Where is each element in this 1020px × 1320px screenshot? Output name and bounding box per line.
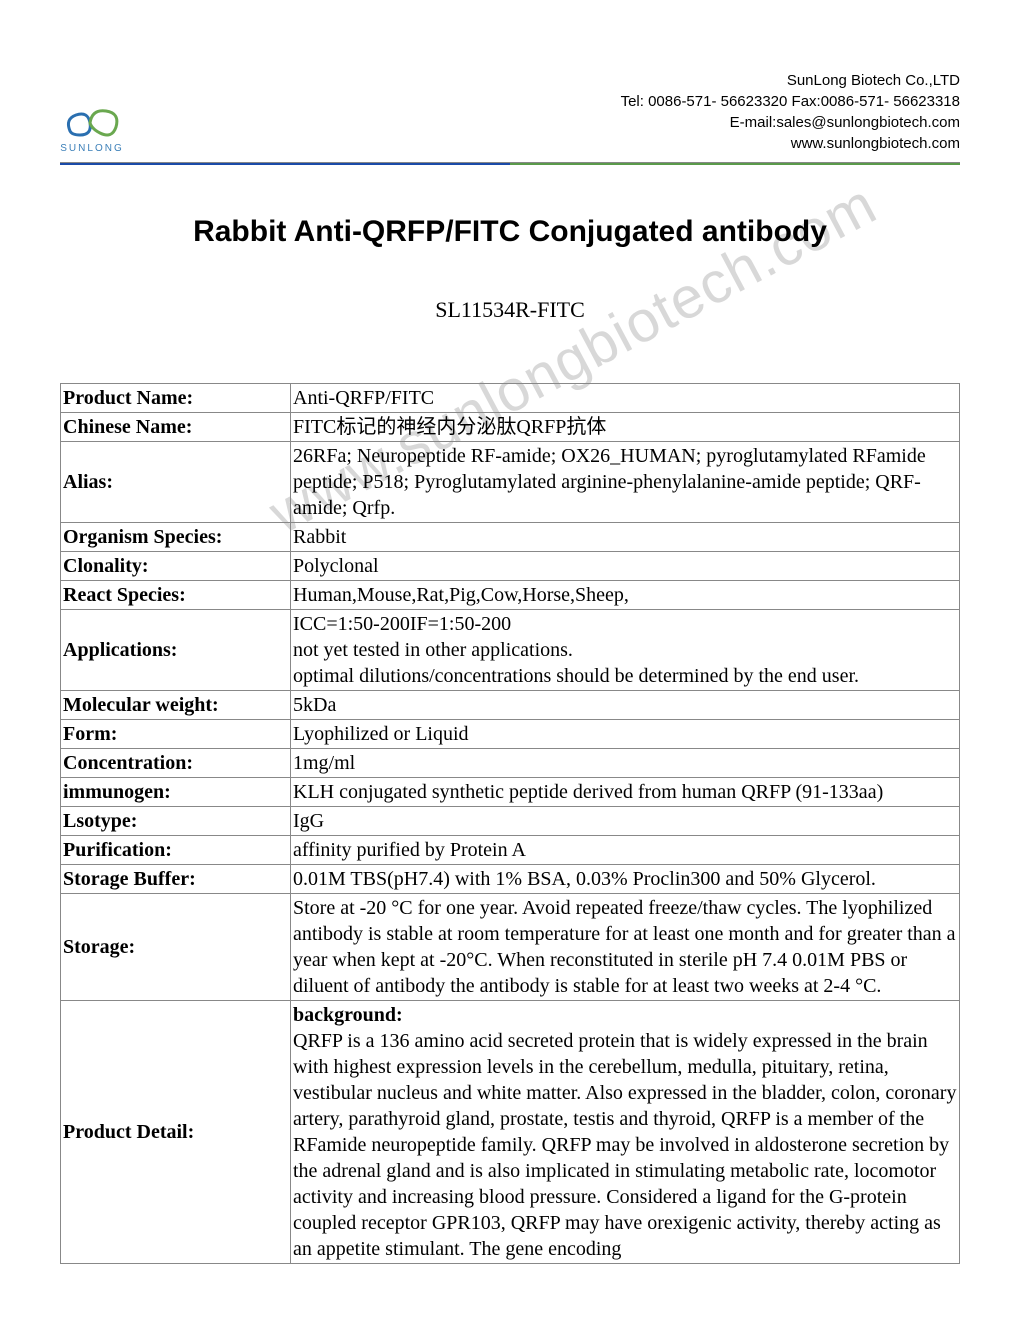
spec-value-line: 26RFa; Neuropeptide RF-amide; OX26_HUMAN…: [293, 445, 926, 519]
spec-value-line: ICC=1:50-200IF=1:50-200: [293, 613, 511, 635]
spec-value: 0.01M TBS(pH7.4) with 1% BSA, 0.03% Proc…: [291, 865, 960, 894]
spec-value: affinity purified by Protein A: [291, 836, 960, 865]
spec-value: Human,Mouse,Rat,Pig,Cow,Horse,Sheep,: [291, 581, 960, 610]
spec-label: Chinese Name:: [61, 413, 291, 442]
logo-label: SUNLONG: [60, 143, 123, 154]
spec-value-line: FITC标记的神经内分泌肽QRFP抗体: [293, 416, 606, 438]
spec-value-line: optimal dilutions/concentrations should …: [293, 665, 859, 687]
spec-value: IgG: [291, 807, 960, 836]
spec-value-line: not yet tested in other applications.: [293, 639, 573, 661]
spec-label: immunogen:: [61, 778, 291, 807]
spec-value-line: Store at -20 °C for one year. Avoid repe…: [293, 897, 956, 997]
spec-value: Store at -20 °C for one year. Avoid repe…: [291, 894, 960, 1001]
spec-value-line: Human,Mouse,Rat,Pig,Cow,Horse,Sheep,: [293, 584, 629, 606]
logo-icon: [60, 101, 124, 141]
spec-label: Storage Buffer:: [61, 865, 291, 894]
spec-value-line: Lyophilized or Liquid: [293, 723, 469, 745]
spec-label: Form:: [61, 720, 291, 749]
spec-value: Anti-QRFP/FITC: [291, 384, 960, 413]
spec-label: Concentration:: [61, 749, 291, 778]
spec-value: 5kDa: [291, 691, 960, 720]
table-row: Concentration:1mg/ml: [61, 749, 960, 778]
company-email: E-mail:sales@sunlongbiotech.com: [621, 112, 960, 133]
spec-label: React Species:: [61, 581, 291, 610]
spec-value: Lyophilized or Liquid: [291, 720, 960, 749]
table-row: Storage Buffer:0.01M TBS(pH7.4) with 1% …: [61, 865, 960, 894]
table-row: Molecular weight:5kDa: [61, 691, 960, 720]
spec-label: Organism Species:: [61, 523, 291, 552]
table-row: Clonality:Polyclonal: [61, 552, 960, 581]
page-content: SUNLONG SunLong Biotech Co.,LTD Tel: 008…: [60, 70, 960, 1264]
product-code: SL11534R-FITC: [60, 297, 960, 323]
spec-label: Product Detail:: [61, 1001, 291, 1264]
table-row: Lsotype:IgG: [61, 807, 960, 836]
spec-value-line: QRFP is a 136 amino acid secreted protei…: [293, 1030, 956, 1260]
spec-label: Storage:: [61, 894, 291, 1001]
spec-value-line: IgG: [293, 810, 324, 832]
header-divider: [60, 162, 960, 165]
table-row: React Species:Human,Mouse,Rat,Pig,Cow,Ho…: [61, 581, 960, 610]
spec-label: Molecular weight:: [61, 691, 291, 720]
table-row: Applications:ICC=1:50-200IF=1:50-200 not …: [61, 610, 960, 691]
table-row: Product Name:Anti-QRFP/FITC: [61, 384, 960, 413]
page-header: SUNLONG SunLong Biotech Co.,LTD Tel: 008…: [60, 70, 960, 154]
spec-value-line: 0.01M TBS(pH7.4) with 1% BSA, 0.03% Proc…: [293, 868, 876, 890]
company-logo: SUNLONG: [60, 101, 124, 154]
spec-value-line: 1mg/ml: [293, 752, 355, 774]
table-row: Form:Lyophilized or Liquid: [61, 720, 960, 749]
spec-value-line: 5kDa: [293, 694, 336, 716]
page-title: Rabbit Anti-QRFP/FITC Conjugated antibod…: [60, 215, 960, 249]
table-row: Alias:26RFa; Neuropeptide RF-amide; OX26…: [61, 442, 960, 523]
spec-label: Purification:: [61, 836, 291, 865]
spec-value: FITC标记的神经内分泌肽QRFP抗体: [291, 413, 960, 442]
table-row: immunogen:KLH conjugated synthetic pepti…: [61, 778, 960, 807]
spec-value: 1mg/ml: [291, 749, 960, 778]
table-row: Storage:Store at -20 °C for one year. Av…: [61, 894, 960, 1001]
spec-value: background: QRFP is a 136 amino acid secr…: [291, 1001, 960, 1264]
company-tel-fax: Tel: 0086-571- 56623320 Fax:0086-571- 56…: [621, 91, 960, 112]
company-website: www.sunlongbiotech.com: [621, 133, 960, 154]
company-name: SunLong Biotech Co.,LTD: [621, 70, 960, 91]
spec-value-prefix: background:: [293, 1004, 403, 1026]
spec-value-line: affinity purified by Protein A: [293, 839, 526, 861]
spec-value: ICC=1:50-200IF=1:50-200 not yet tested in…: [291, 610, 960, 691]
table-row: Chinese Name:FITC标记的神经内分泌肽QRFP抗体: [61, 413, 960, 442]
spec-label: Lsotype:: [61, 807, 291, 836]
spec-value-line: Rabbit: [293, 526, 346, 548]
table-row: Organism Species:Rabbit: [61, 523, 960, 552]
spec-value: Rabbit: [291, 523, 960, 552]
spec-table-body: Product Name:Anti-QRFP/FITCChinese Name:…: [61, 384, 960, 1264]
company-info: SunLong Biotech Co.,LTD Tel: 0086-571- 5…: [621, 70, 960, 154]
spec-label: Clonality:: [61, 552, 291, 581]
spec-value: KLH conjugated synthetic peptide derived…: [291, 778, 960, 807]
spec-label: Product Name:: [61, 384, 291, 413]
spec-value-line: Polyclonal: [293, 555, 379, 577]
table-row: Purification:affinity purified by Protei…: [61, 836, 960, 865]
spec-table: Product Name:Anti-QRFP/FITCChinese Name:…: [60, 383, 960, 1264]
spec-value-line: KLH conjugated synthetic peptide derived…: [293, 781, 883, 803]
spec-value: Polyclonal: [291, 552, 960, 581]
spec-label: Alias:: [61, 442, 291, 523]
spec-label: Applications:: [61, 610, 291, 691]
spec-value: 26RFa; Neuropeptide RF-amide; OX26_HUMAN…: [291, 442, 960, 523]
table-row: Product Detail:background: QRFP is a 136 …: [61, 1001, 960, 1264]
spec-value-line: Anti-QRFP/FITC: [293, 387, 434, 409]
